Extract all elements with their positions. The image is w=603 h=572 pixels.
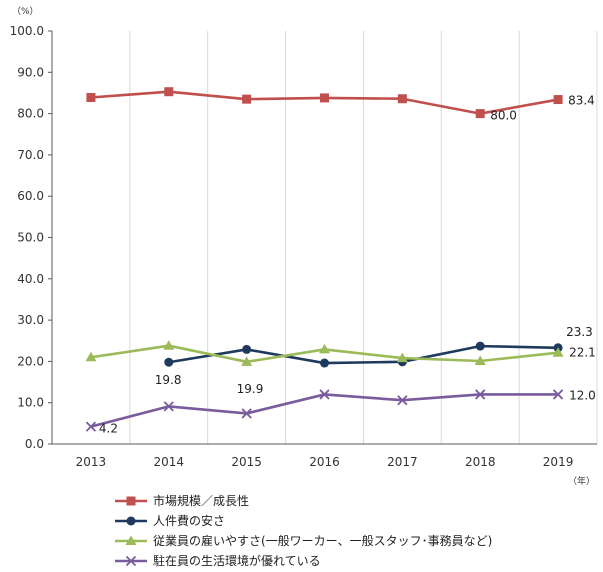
series-line bbox=[90, 393, 559, 428]
data-labels: 83.4 80.0 23.3 19.8 19.9 22.1 12.0 4.2 bbox=[99, 94, 596, 436]
x-marker bbox=[125, 555, 137, 567]
square-marker bbox=[320, 93, 329, 103]
square-marker bbox=[242, 94, 252, 104]
square-marker bbox=[475, 109, 485, 119]
x-marker bbox=[397, 395, 408, 406]
legend: 市場規模／成長性人件費の安さ従業員の雇いやすさ(一般ワーカー、一般スタッフ･事務… bbox=[115, 493, 492, 568]
data-label: 22.1 bbox=[569, 346, 596, 360]
series-4 bbox=[85, 389, 564, 432]
circle-marker bbox=[242, 344, 252, 354]
legend-label: 駐在員の生活環境が優れている bbox=[153, 553, 321, 568]
legend-item-1: 市場規模／成長性 bbox=[115, 493, 249, 508]
x-marker-stroke bbox=[475, 389, 486, 400]
y-tick-label: 90.0 bbox=[17, 65, 44, 79]
series-1 bbox=[86, 87, 563, 119]
triangle-marker bbox=[552, 347, 564, 357]
data-label: 23.3 bbox=[566, 325, 593, 339]
y-tick-label: 50.0 bbox=[17, 231, 44, 245]
circle-marker bbox=[126, 516, 136, 526]
triangle-marker bbox=[474, 355, 486, 365]
square-marker bbox=[397, 94, 407, 104]
y-axis-tick-labels: 0.0 10.0 20.0 30.0 40.0 50.0 60.0 70.0 80.0 90.0 1… bbox=[10, 24, 52, 451]
x-marker bbox=[319, 389, 330, 400]
triangle-marker bbox=[125, 535, 137, 545]
legend-label: 市場規模／成長性 bbox=[153, 493, 249, 508]
grid bbox=[129, 31, 598, 444]
circle-marker bbox=[320, 358, 329, 368]
square-marker bbox=[553, 95, 563, 105]
data-label: 12.0 bbox=[569, 388, 596, 402]
triangle-marker bbox=[85, 351, 97, 362]
y-axis-unit-label: （%） bbox=[12, 6, 39, 17]
data-label: 19.8 bbox=[155, 373, 182, 387]
x-axis-unit-label: （年） bbox=[568, 475, 595, 487]
legend-item-4: 駐在員の生活環境が優れている bbox=[115, 553, 321, 568]
axes bbox=[51, 31, 597, 445]
y-tick-label: 0.0 bbox=[25, 437, 44, 451]
series-group bbox=[85, 87, 564, 432]
x-marker-stroke bbox=[163, 401, 174, 412]
square-marker bbox=[86, 92, 96, 102]
x-marker-stroke bbox=[397, 395, 408, 406]
square-marker bbox=[164, 87, 174, 97]
x-tick-label: 2017 bbox=[387, 455, 418, 469]
x-marker bbox=[241, 408, 252, 419]
y-tick-label: 100.0 bbox=[10, 24, 44, 38]
y-tick-label: 80.0 bbox=[17, 107, 44, 121]
x-tick-label: 2018 bbox=[465, 455, 496, 469]
square-marker bbox=[126, 496, 136, 506]
y-tick-label: 20.0 bbox=[17, 354, 44, 368]
y-tick-label: 40.0 bbox=[17, 272, 44, 286]
data-label: 83.4 bbox=[568, 94, 595, 108]
data-label: 19.9 bbox=[237, 382, 264, 396]
x-tick-label: 2016 bbox=[309, 455, 340, 469]
data-label: 4.2 bbox=[99, 422, 118, 436]
x-tick-label: 2015 bbox=[231, 455, 262, 469]
x-marker bbox=[85, 421, 97, 432]
y-tick-label: 60.0 bbox=[17, 189, 44, 203]
x-tick-label: 2014 bbox=[154, 455, 185, 469]
legend-item-3: 従業員の雇いやすさ(一般ワーカー、一般スタッフ･事務員など) bbox=[115, 533, 492, 548]
y-tick-label: 70.0 bbox=[17, 148, 44, 162]
triangle-marker bbox=[396, 352, 408, 363]
series-3 bbox=[85, 340, 564, 366]
x-tick-label: 2013 bbox=[76, 455, 107, 469]
legend-label: 人件費の安さ bbox=[153, 513, 225, 528]
y-tick-label: 10.0 bbox=[17, 396, 44, 410]
legend-label: 従業員の雇いやすさ(一般ワーカー、一般スタッフ･事務員など) bbox=[153, 533, 492, 548]
x-marker-stroke bbox=[319, 389, 330, 400]
circle-marker bbox=[475, 341, 485, 351]
triangle-marker bbox=[319, 343, 330, 354]
triangle-marker bbox=[241, 356, 253, 366]
x-marker bbox=[163, 401, 174, 412]
x-marker-stroke bbox=[85, 421, 97, 432]
x-marker bbox=[475, 389, 486, 400]
x-axis-tick-labels: 2013 2014 2015 2016 2017 2018 2019 bbox=[76, 455, 574, 469]
x-marker-stroke bbox=[241, 408, 252, 419]
legend-item-2: 人件費の安さ bbox=[115, 513, 225, 528]
x-marker bbox=[552, 389, 564, 400]
x-marker-stroke bbox=[552, 389, 564, 400]
series-line bbox=[168, 344, 559, 365]
circle-marker bbox=[164, 357, 174, 367]
y-tick-label: 30.0 bbox=[17, 313, 44, 327]
x-marker-stroke bbox=[125, 555, 137, 567]
triangle-marker bbox=[163, 340, 175, 350]
data-label: 80.0 bbox=[490, 109, 517, 123]
x-tick-label: 2019 bbox=[543, 455, 574, 469]
